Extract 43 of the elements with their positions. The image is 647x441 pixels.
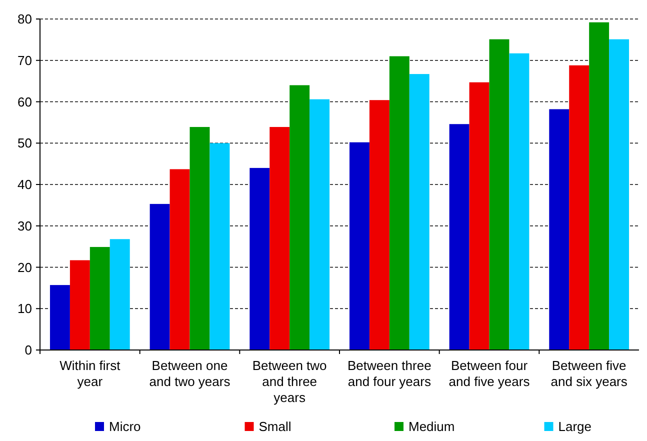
x-tick-label: Between two and three years (252, 358, 327, 405)
bar (409, 74, 430, 350)
bar (210, 143, 230, 350)
y-tick-label: 0 (24, 342, 32, 358)
bar (449, 124, 470, 350)
y-tick-label: 40 (18, 177, 32, 192)
bar (589, 22, 610, 350)
x-tick-label: Between four and five years (448, 358, 530, 389)
bar (170, 169, 190, 350)
bar (469, 82, 490, 350)
x-tick-label: Between five and six years (550, 358, 628, 389)
bar (90, 246, 110, 350)
bar (489, 39, 510, 350)
y-tick-label: 10 (18, 301, 32, 316)
bar (290, 85, 310, 350)
bar (190, 126, 210, 350)
bar (270, 126, 290, 350)
y-tick-label: 20 (18, 260, 32, 275)
legend-label: Medium (408, 419, 455, 434)
y-tick-label: 80 (18, 12, 32, 27)
bar (310, 99, 330, 350)
legend-label: Large (558, 419, 592, 434)
y-tick-label: 70 (18, 52, 32, 68)
bar (70, 260, 90, 350)
bar (110, 239, 130, 350)
x-tick-label: Between one and two years (149, 358, 231, 389)
bar (250, 168, 270, 350)
bar (389, 56, 410, 350)
legend-label: Small (258, 419, 292, 434)
bar (569, 65, 590, 350)
legend-label: Micro (109, 419, 141, 434)
y-tick-label: 60 (18, 94, 32, 110)
bar (549, 109, 570, 350)
x-tick-label: Between three and four years (347, 358, 432, 389)
bar (349, 142, 370, 350)
bar (50, 285, 70, 350)
x-tick-label: Within first year (60, 358, 121, 389)
bar (609, 39, 630, 350)
bar (150, 204, 170, 350)
bar (369, 100, 390, 350)
bar (509, 53, 530, 350)
y-tick-label: 30 (18, 218, 32, 234)
y-tick-label: 50 (18, 136, 32, 151)
